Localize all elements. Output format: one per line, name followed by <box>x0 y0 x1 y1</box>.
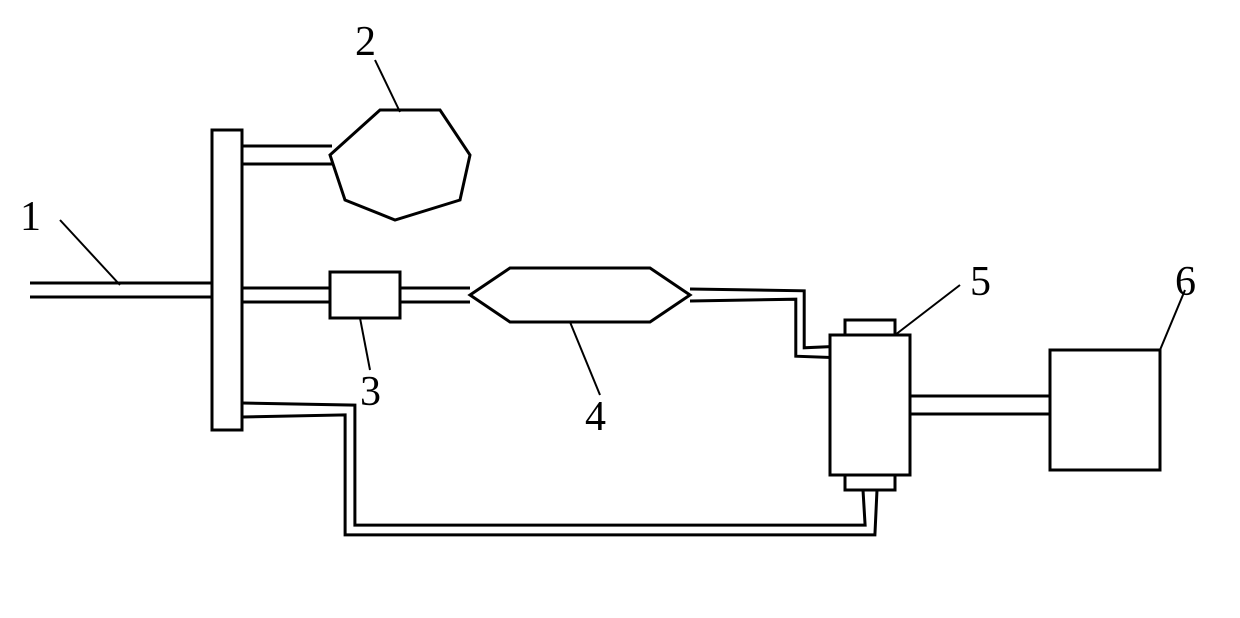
pipe-4to5 <box>690 289 845 358</box>
label-n1: 1 <box>20 194 41 240</box>
leader-n1 <box>60 220 120 285</box>
node-node3 <box>330 272 400 318</box>
leader-n2 <box>375 60 400 112</box>
node-node4 <box>470 268 690 322</box>
pipe-to2 <box>242 146 332 164</box>
node-node2 <box>330 110 470 220</box>
node-manifold <box>212 130 242 430</box>
node-node6 <box>1050 350 1160 470</box>
engineering-diagram: 1 2 3 4 5 6 <box>0 0 1240 618</box>
pipe-manifold_to5_bottom <box>242 403 877 535</box>
leader-n4 <box>570 322 600 395</box>
node-node5_inner <box>830 335 910 475</box>
label-n5: 5 <box>970 259 991 305</box>
pipe-5to6 <box>910 396 1050 414</box>
pipe-3to4 <box>400 288 470 302</box>
pipe-inlet <box>30 283 212 297</box>
leader-n5 <box>895 285 960 335</box>
pipe-to3 <box>242 288 330 302</box>
label-n4: 4 <box>585 394 606 440</box>
leader-n3 <box>360 318 370 370</box>
label-n6: 6 <box>1175 259 1196 305</box>
label-n3: 3 <box>360 369 381 415</box>
label-n2: 2 <box>355 19 376 65</box>
